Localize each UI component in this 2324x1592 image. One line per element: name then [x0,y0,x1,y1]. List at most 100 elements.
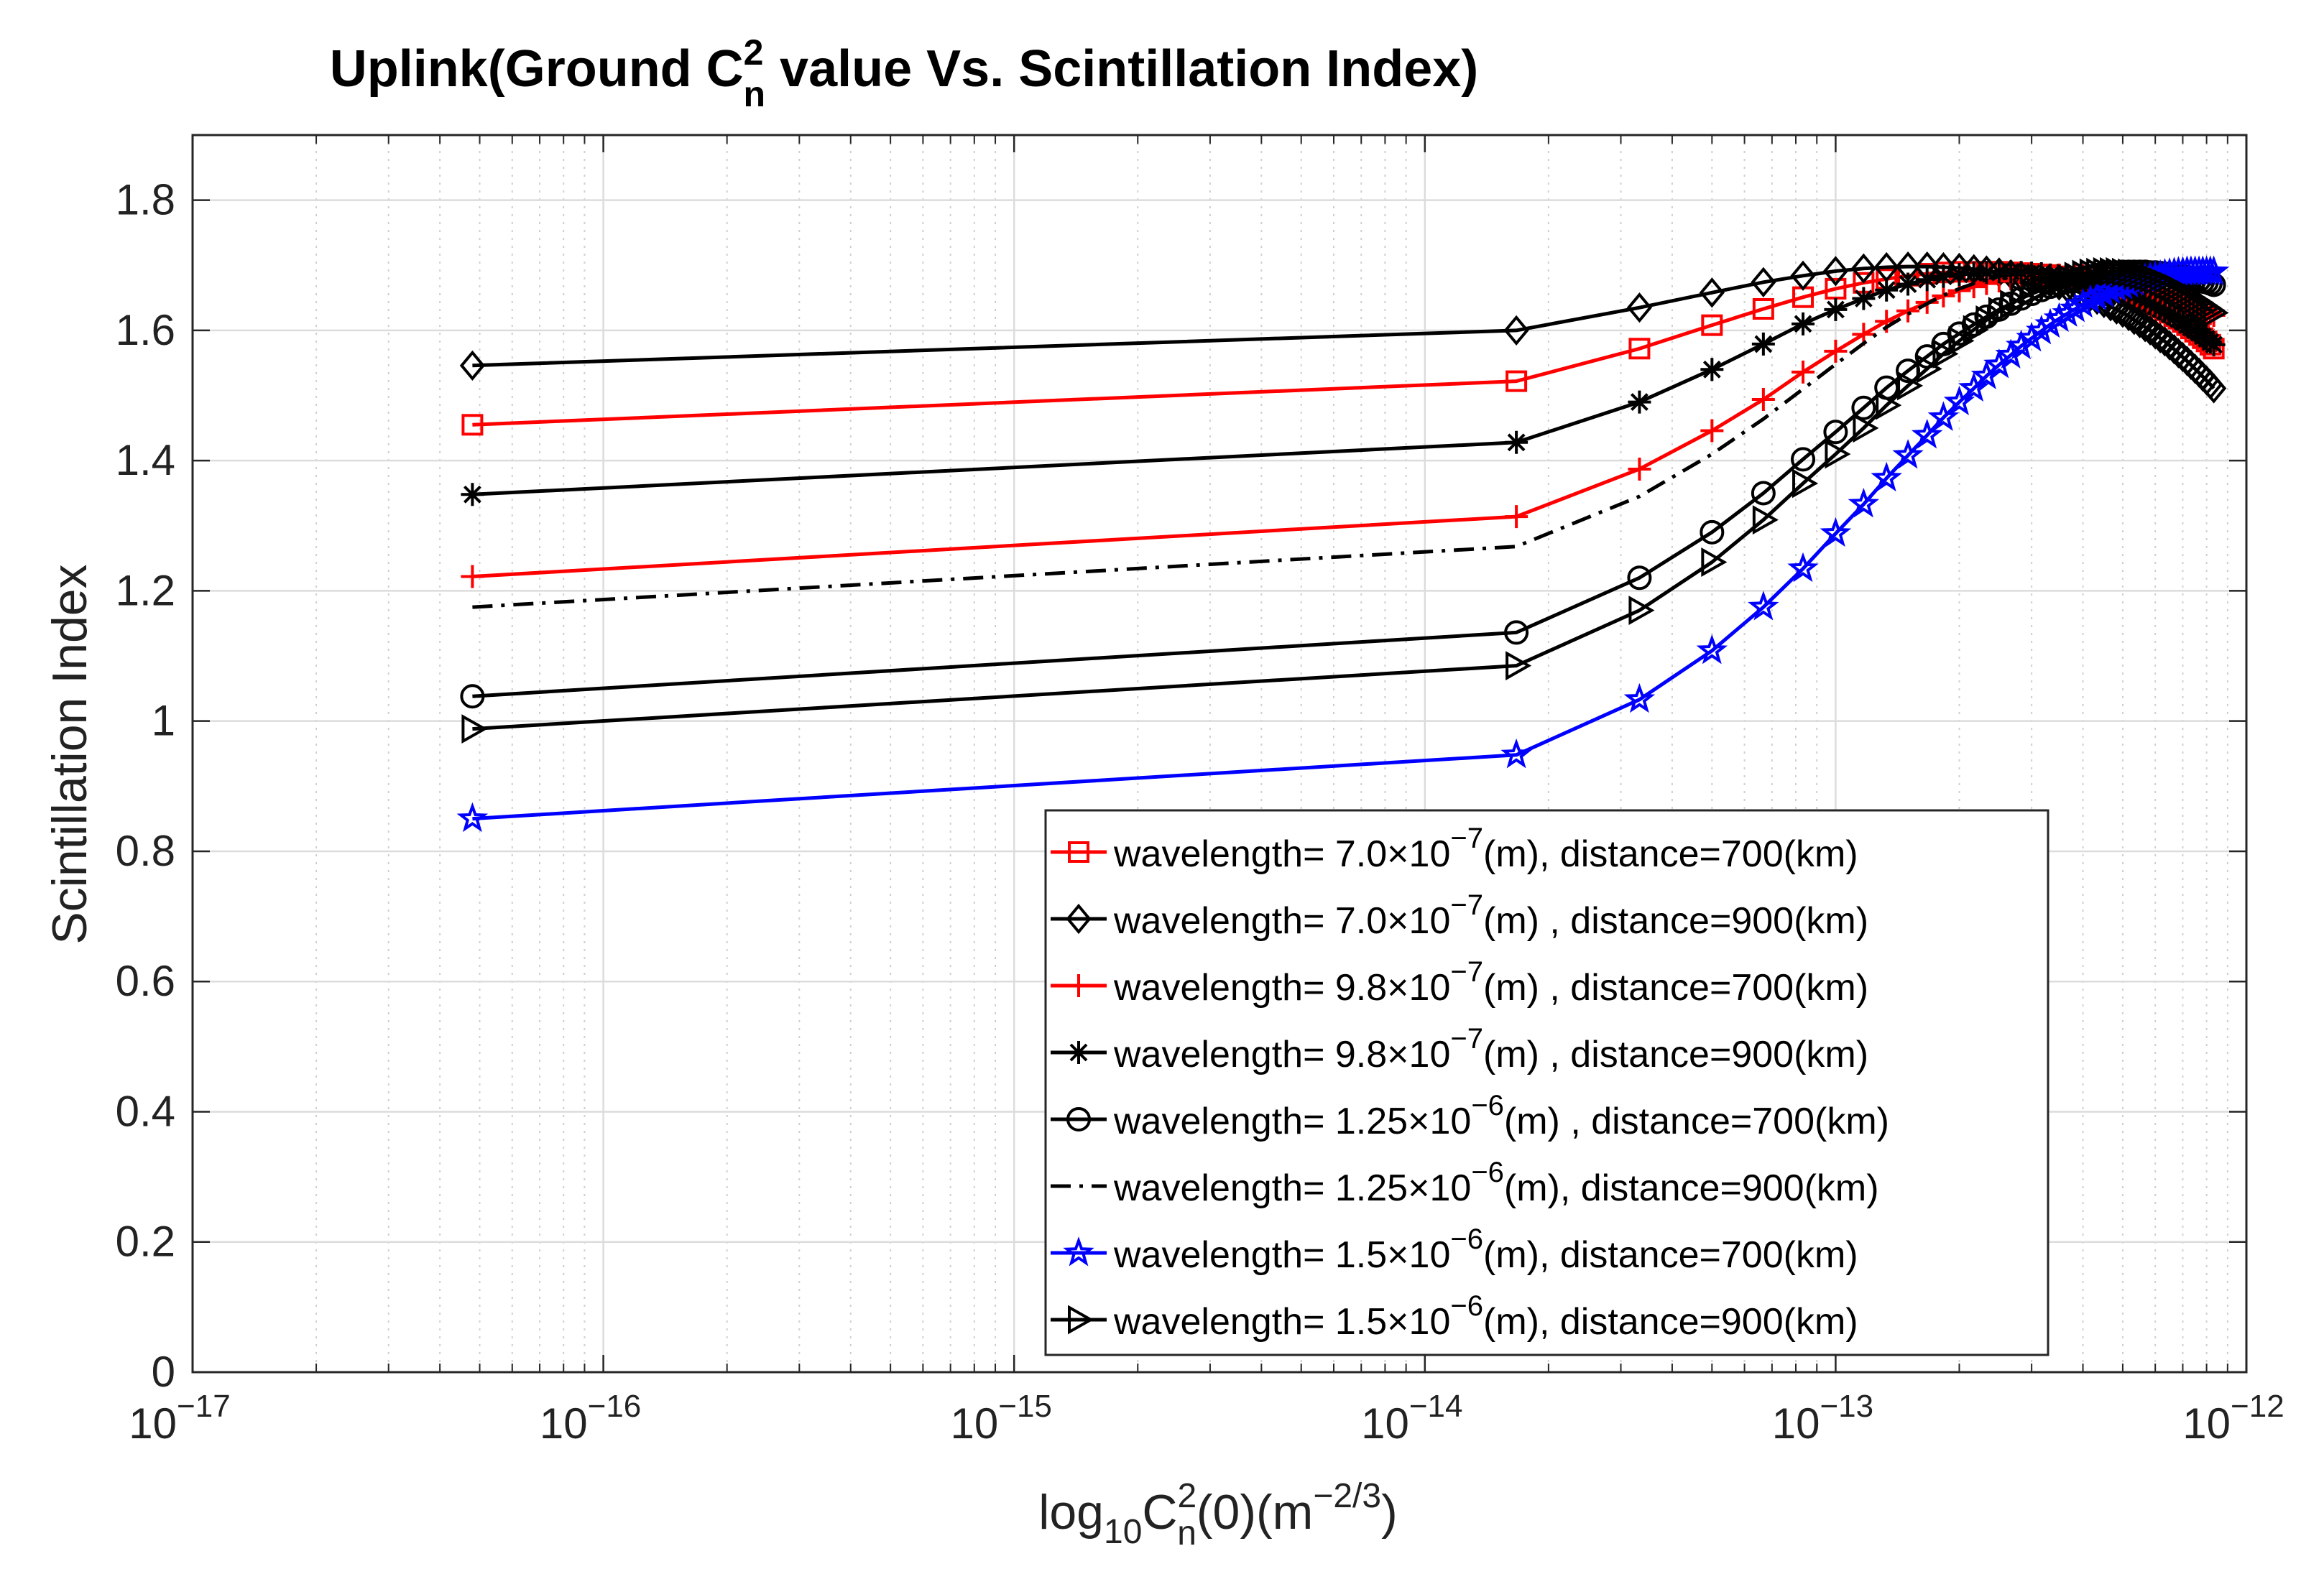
data-point [1503,315,1529,346]
data-point [1628,390,1651,414]
data-point [1787,552,1819,583]
data-point [1751,332,1775,356]
data-point [1875,278,1899,302]
data-point [1896,299,1920,323]
legend-label-a: wavelength= 9.8×10 [1113,1034,1450,1075]
chart-title-rest: value Vs. Scintillation Index) [765,40,1478,98]
data-point [1751,267,1776,297]
x-axis-label-mid: C [1142,1485,1177,1540]
x-tick-labels: 10−17 10−16 10−15 10−14 10−13 10−12 [129,1389,2284,1448]
data-point [1504,620,1529,645]
data-point [2048,266,2075,296]
data-point [2103,294,2129,325]
legend-label-exp: −7 [1450,823,1483,854]
x-tick-label: 10−16 [540,1389,641,1448]
legend-swatch-marker [1063,1236,1094,1267]
data-point [2144,295,2167,318]
legend-label-exp: −6 [1471,1157,1504,1188]
data-point [2126,307,2153,339]
data-point [2005,329,2037,360]
data-point [1932,264,1955,288]
data-point [1700,419,1724,443]
x-axis-label-mid2: (0)(m [1196,1485,1313,1540]
legend-item: wavelength= 1.25×10−6(m), distance=900(k… [1051,1157,1879,1209]
legend-label-exp: −7 [1450,1023,1483,1055]
legend-swatch-marker [1067,1041,1090,1064]
data-point [1892,439,1924,469]
data-point [1824,297,1848,321]
y-tick-label: 0 [152,1348,175,1396]
data-point [1505,651,1532,681]
x-tick-label: 10−17 [129,1389,230,1448]
data-point [1628,457,1651,481]
data-point [1932,284,1955,307]
data-point [2202,333,2226,356]
legend-label: wavelength= 1.25×10−6(m), distance=900(k… [1113,1157,1879,1209]
data-point [1896,272,1920,296]
data-point [1751,387,1775,411]
chart-title-sup: 2 [744,32,764,73]
x-tick-base: 10 [1772,1399,1820,1448]
data-point [2064,262,2090,292]
legend-swatch-marker [1068,841,1089,863]
legend-label-a: wavelength= 1.25×10 [1113,1167,1471,1209]
x-tick-exponent: −16 [588,1389,642,1424]
legend-label-exp: −6 [1450,1223,1483,1255]
data-point [1932,339,1959,369]
legend-label: wavelength= 7.0×10−7(m) , distance=900(k… [1113,889,1868,942]
legend-label-b: (m) , distance=700(km) [1483,967,1868,1009]
legend-swatch-marker [1066,903,1092,935]
legend-label-a: wavelength= 7.0×10 [1113,833,1450,875]
x-tick-label: 10−15 [951,1389,1052,1448]
data-point [2122,284,2146,308]
data-point [1825,277,1847,300]
y-tick-label: 0.2 [116,1218,175,1266]
data-point [1911,418,1943,449]
y-tick-label: 1.2 [116,566,175,614]
data-point [1916,353,1942,384]
legend-label-exp: −6 [1450,1290,1483,1322]
legend-label-a: wavelength= 9.8×10 [1113,967,1450,1009]
y-tick-label: 0.4 [116,1087,175,1135]
data-point [2016,321,2047,352]
data-point [1825,439,1851,469]
data-point [2086,257,2113,287]
data-point [461,565,484,588]
legend-label: wavelength= 9.8×10−7(m) , distance=900(k… [1113,1023,1868,1075]
data-point [1699,277,1725,308]
data-point [2121,305,2147,335]
data-point [1792,468,1819,499]
data-point [2128,287,2152,311]
data-point [1848,488,1880,518]
data-point [1851,395,1876,420]
plot-frame [191,134,2248,1374]
data-point [1627,565,1652,591]
legend-label-b: (m), distance=900(km) [1504,1167,1879,1209]
legend-label-b: (m), distance=700(km) [1483,833,1858,875]
data-point [2039,269,2066,299]
data-point [1505,505,1528,529]
data-point [2079,258,2106,288]
x-axis-label-post: ) [1381,1485,1398,1540]
data-point [1948,325,1975,356]
data-point [1752,297,1774,320]
legend-item: wavelength= 1.5×10−6(m), distance=900(km… [1051,1290,1858,1343]
data-point [1927,401,1960,431]
data-point [1962,262,1986,285]
x-tick-base: 10 [540,1399,588,1448]
data-point [1947,262,1971,286]
data-point [1628,596,1655,626]
data-point [1500,738,1532,769]
data-point [1626,292,1653,323]
x-tick-exponent: −15 [998,1389,1052,1424]
x-tick-label: 10−12 [2182,1389,2284,1448]
legend-label: wavelength= 7.0×10−7(m), distance=700(km… [1113,823,1858,875]
legend-item: wavelength= 1.25×10−6(m) , distance=700(… [1051,1090,1889,1142]
legend-label: wavelength= 1.25×10−6(m) , distance=700(… [1113,1090,1889,1142]
y-tick-label: 1.4 [116,436,175,484]
data-point [1792,360,1815,384]
data-point [461,414,484,436]
axis-ticks [191,135,2248,1374]
legend-label-exp: −7 [1450,889,1483,921]
